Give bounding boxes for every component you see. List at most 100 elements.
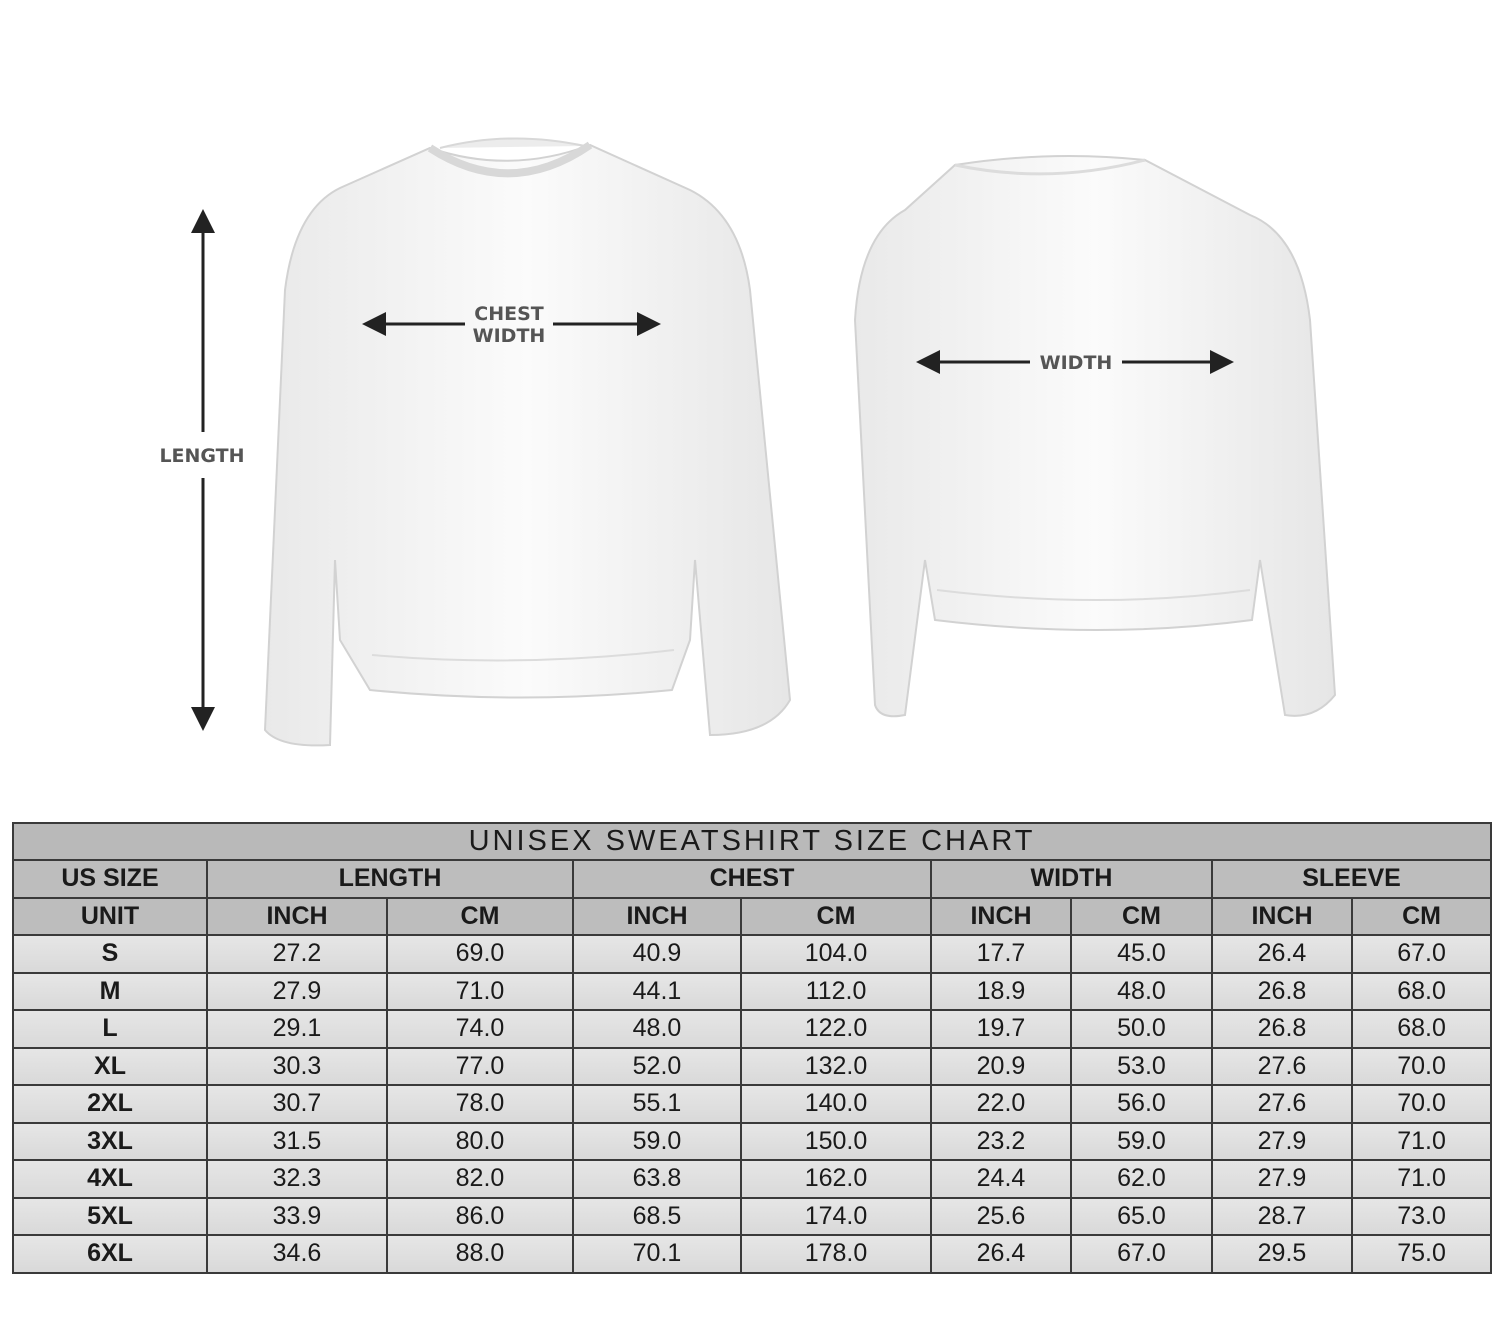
table-cell: 80.0	[386, 1121, 574, 1161]
sweatshirt-illustration: LENGTH CHEST WIDTH WIDTH	[159, 137, 1337, 747]
header-sleeve: SLEEVE	[1210, 859, 1493, 899]
table-cell: 40.9	[572, 934, 742, 974]
table-cell: 22.0	[930, 1084, 1072, 1124]
table-row: 6XL 34.6 88.0 70.1 178.0 26.4 67.0 29.5 75.0	[12, 1234, 1493, 1274]
table-cell: 26.8	[1211, 971, 1353, 1011]
size-cell: 5XL	[12, 1196, 208, 1236]
table-row: M 27.9 71.0 44.1 112.0 18.9 48.0 26.8 68.0	[12, 971, 1493, 1011]
front-sweatshirt	[263, 137, 792, 747]
table-cell: 62.0	[1070, 1159, 1213, 1199]
table-cell: 77.0	[386, 1046, 574, 1086]
table-cell: 52.0	[572, 1046, 742, 1086]
header-unit-inch: INCH	[206, 896, 388, 936]
back-sweatshirt	[853, 155, 1337, 718]
table-cell: 26.4	[930, 1234, 1072, 1274]
table-cell: 18.9	[930, 971, 1072, 1011]
table-row: 3XL 31.5 80.0 59.0 150.0 23.2 59.0 27.9 71.0	[12, 1121, 1493, 1161]
chest-label-line1: CHEST	[474, 303, 544, 325]
header-length: LENGTH	[206, 859, 574, 899]
table-cell: 112.0	[740, 971, 932, 1011]
table-cell: 82.0	[386, 1159, 574, 1199]
table-row: XL 30.3 77.0 52.0 132.0 20.9 53.0 27.6 70.0	[12, 1046, 1493, 1086]
table-cell: 56.0	[1070, 1084, 1213, 1124]
table-cell: 34.6	[206, 1234, 388, 1274]
table-cell: 74.0	[386, 1009, 574, 1049]
table-cell: 132.0	[740, 1046, 932, 1086]
table-cell: 75.0	[1350, 1234, 1493, 1274]
table-cell: 29.5	[1211, 1234, 1353, 1274]
table-cell: 140.0	[740, 1084, 932, 1124]
header-us-size: US SIZE	[12, 859, 208, 899]
table-cell: 174.0	[740, 1196, 932, 1236]
table-cell: 70.0	[1350, 1084, 1493, 1124]
table-cell: 27.9	[206, 971, 388, 1011]
table-cell: 88.0	[386, 1234, 574, 1274]
table-cell: 30.7	[206, 1084, 388, 1124]
table-cell: 27.2	[206, 934, 388, 974]
table-title: UNISEX SWEATSHIRT SIZE CHART	[11, 822, 1493, 861]
size-cell: 2XL	[12, 1084, 208, 1124]
table-cell: 45.0	[1070, 934, 1213, 974]
table-cell: 50.0	[1070, 1009, 1213, 1049]
header-unit-cm: CM	[1350, 896, 1493, 936]
table-cell: 78.0	[386, 1084, 574, 1124]
size-cell: 4XL	[12, 1159, 208, 1199]
table-cell: 55.1	[572, 1084, 742, 1124]
size-cell: L	[12, 1009, 208, 1049]
table-cell: 67.0	[1350, 934, 1493, 974]
chest-label-line2: WIDTH	[473, 325, 546, 347]
header-width: WIDTH	[930, 859, 1213, 899]
table-row: 4XL 32.3 82.0 63.8 162.0 24.4 62.0 27.9 71.0	[12, 1159, 1493, 1199]
size-cell: M	[12, 971, 208, 1011]
table-cell: 70.1	[572, 1234, 742, 1274]
table-cell: 73.0	[1350, 1196, 1493, 1236]
table-cell: 71.0	[1350, 1121, 1493, 1161]
header-unit-cm: CM	[1070, 896, 1213, 936]
table-cell: 33.9	[206, 1196, 388, 1236]
table-cell: 26.4	[1211, 934, 1353, 974]
size-cell: 6XL	[12, 1234, 208, 1274]
table-cell: 28.7	[1211, 1196, 1353, 1236]
table-cell: 68.0	[1350, 971, 1493, 1011]
table-cell: 26.8	[1211, 1009, 1353, 1049]
table-cell: 104.0	[740, 934, 932, 974]
table-cell: 63.8	[572, 1159, 742, 1199]
table-cell: 162.0	[740, 1159, 932, 1199]
table-cell: 31.5	[206, 1121, 388, 1161]
table-cell: 59.0	[572, 1121, 742, 1161]
table-cell: 69.0	[386, 934, 574, 974]
table-cell: 24.4	[930, 1159, 1072, 1199]
table-cell: 70.0	[1350, 1046, 1493, 1086]
header-chest: CHEST	[572, 859, 932, 899]
table-cell: 59.0	[1070, 1121, 1213, 1161]
table-cell: 27.9	[1211, 1121, 1353, 1161]
header-unit-cm: CM	[740, 896, 932, 936]
table-cell: 68.0	[1350, 1009, 1493, 1049]
size-cell: 3XL	[12, 1121, 208, 1161]
table-cell: 48.0	[1070, 971, 1213, 1011]
table-cell: 71.0	[1350, 1159, 1493, 1199]
table-cell: 27.6	[1211, 1084, 1353, 1124]
table-cell: 30.3	[206, 1046, 388, 1086]
table-cell: 19.7	[930, 1009, 1072, 1049]
table-cell: 53.0	[1070, 1046, 1213, 1086]
length-label: LENGTH	[159, 445, 244, 467]
table-cell: 20.9	[930, 1046, 1072, 1086]
header-unit: UNIT	[12, 896, 208, 936]
table-cell: 17.7	[930, 934, 1072, 974]
width-label: WIDTH	[1040, 352, 1113, 374]
table-row: S 27.2 69.0 40.9 104.0 17.7 45.0 26.4 67.0	[12, 934, 1493, 974]
size-cell: XL	[12, 1046, 208, 1086]
table-cell: 150.0	[740, 1121, 932, 1161]
table-cell: 23.2	[930, 1121, 1072, 1161]
table-cell: 68.5	[572, 1196, 742, 1236]
unit-header-row: UNIT INCH CM INCH CM INCH CM INCH CM	[12, 896, 1493, 936]
table-cell: 86.0	[386, 1196, 574, 1236]
table-cell: 25.6	[930, 1196, 1072, 1236]
table-row: L 29.1 74.0 48.0 122.0 19.7 50.0 26.8 68.0	[12, 1009, 1493, 1049]
header-unit-inch: INCH	[930, 896, 1072, 936]
table-row: 5XL 33.9 86.0 68.5 174.0 25.6 65.0 28.7 73.0	[12, 1196, 1493, 1236]
table-cell: 27.9	[1211, 1159, 1353, 1199]
size-chart-table: UNISEX SWEATSHIRT SIZE CHART US SIZE LEN…	[11, 822, 1493, 1274]
size-cell: S	[12, 934, 208, 974]
